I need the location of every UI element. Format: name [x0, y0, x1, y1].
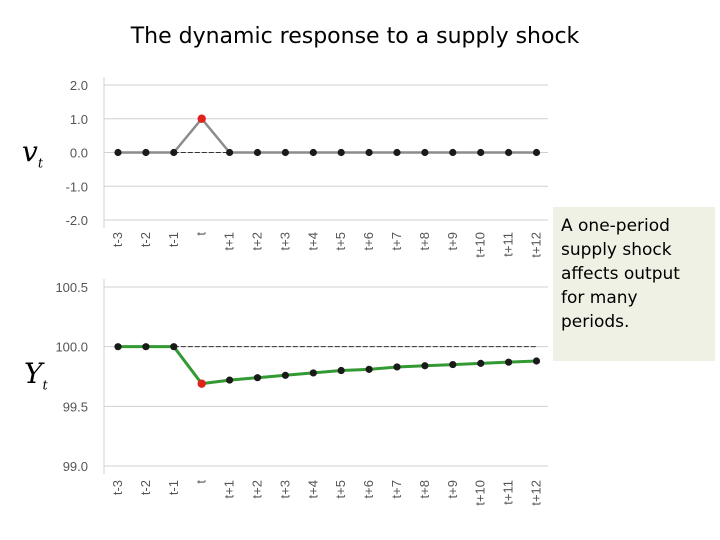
y-tick-label: 2.0 [70, 78, 88, 93]
x-tick-label: t+5 [333, 480, 348, 498]
x-tick-label: t+3 [277, 232, 292, 250]
x-tick-label: t+3 [277, 480, 292, 498]
data-point [226, 148, 234, 157]
data-point [253, 148, 262, 157]
x-tick-label: t+7 [389, 232, 404, 250]
x-tick-label: t-2 [138, 232, 153, 247]
x-tick-label: t+2 [250, 232, 265, 250]
data-point [281, 371, 289, 379]
x-tick-label: t+8 [417, 480, 432, 498]
data-point [421, 362, 429, 370]
x-tick-label: t+7 [389, 480, 404, 498]
data-point [477, 359, 485, 367]
x-tick-label: t+6 [361, 232, 376, 250]
x-tick-label: t-1 [166, 480, 181, 495]
x-tick-label: t+12 [529, 232, 544, 258]
data-point [365, 148, 373, 157]
data-point [170, 148, 178, 157]
y-tick-label: 100.0 [55, 340, 88, 355]
y-tick-label: -2.0 [66, 213, 88, 228]
data-point [449, 360, 457, 369]
x-tick-label: t+12 [529, 480, 544, 506]
x-tick-label: t+4 [305, 480, 320, 498]
top-y-axis-label: vt [22, 135, 44, 172]
data-point-highlight [197, 114, 206, 123]
x-tick-label: t [194, 480, 209, 484]
y-tick-label: 0.0 [70, 146, 88, 161]
x-tick-label: t+10 [473, 232, 488, 258]
x-tick-label: t+8 [417, 232, 432, 250]
x-tick-label: t-1 [166, 232, 181, 247]
x-tick-label: t-3 [110, 480, 125, 495]
y-tick-label: 99.5 [63, 399, 88, 414]
x-tick-label: t+9 [445, 232, 460, 250]
data-point [365, 365, 373, 373]
data-point [505, 358, 513, 366]
data-point [477, 148, 485, 157]
x-tick-label: t-2 [138, 480, 153, 495]
data-point [281, 148, 289, 157]
y-tick-label: 100.5 [55, 280, 88, 295]
data-point [421, 148, 429, 157]
data-point [393, 148, 401, 157]
x-tick-label: t+6 [361, 480, 376, 498]
data-point [337, 148, 345, 157]
x-tick-label: t-3 [110, 232, 125, 247]
data-point [253, 374, 262, 382]
x-tick-label: t+1 [222, 480, 237, 498]
data-point [226, 376, 234, 384]
x-tick-label: t+11 [501, 480, 516, 505]
callout-box: A one-period supply shock affects output… [553, 207, 715, 361]
series-line [118, 345, 537, 386]
data-point [393, 363, 401, 371]
data-point [532, 148, 541, 157]
data-point [114, 343, 122, 351]
x-tick-label: t+10 [473, 480, 488, 506]
data-point [505, 148, 513, 157]
data-point [170, 343, 178, 351]
data-point [114, 148, 122, 157]
y-tick-label: 99.0 [63, 459, 88, 474]
chart-title: The dynamic response to a supply shock [130, 24, 580, 49]
x-tick-label: t+1 [222, 232, 237, 250]
series-line [118, 117, 537, 154]
panel-output: 100.5 100.0 99.5 99.0 t-3 t-2 t-1 t t+1 t+2 t+3 t+4… [55, 279, 548, 506]
x-tick-label: t [194, 232, 209, 236]
data-point [142, 343, 150, 351]
y-tick-label: -1.0 [66, 179, 88, 194]
x-tick-label: t+9 [445, 480, 460, 498]
data-point-highlight [197, 379, 206, 388]
data-point [309, 369, 317, 377]
y-tick-label: 1.0 [70, 112, 88, 127]
x-tick-label: t+11 [501, 232, 516, 257]
data-point [309, 148, 317, 157]
x-tick-label: t+2 [250, 480, 265, 498]
data-point [449, 148, 457, 157]
data-point [532, 357, 541, 365]
data-point [142, 148, 150, 157]
x-tick-label: t+5 [333, 232, 348, 250]
x-tick-label: t+4 [305, 232, 320, 250]
bottom-y-axis-label: Yt [24, 357, 48, 394]
panel-shock: 2.0 1.0 0.0 -1.0 -2.0 t-3 t-2 t-1 t t+1 t+2 t+3 t+4 t… [66, 77, 548, 258]
data-point [337, 366, 345, 375]
